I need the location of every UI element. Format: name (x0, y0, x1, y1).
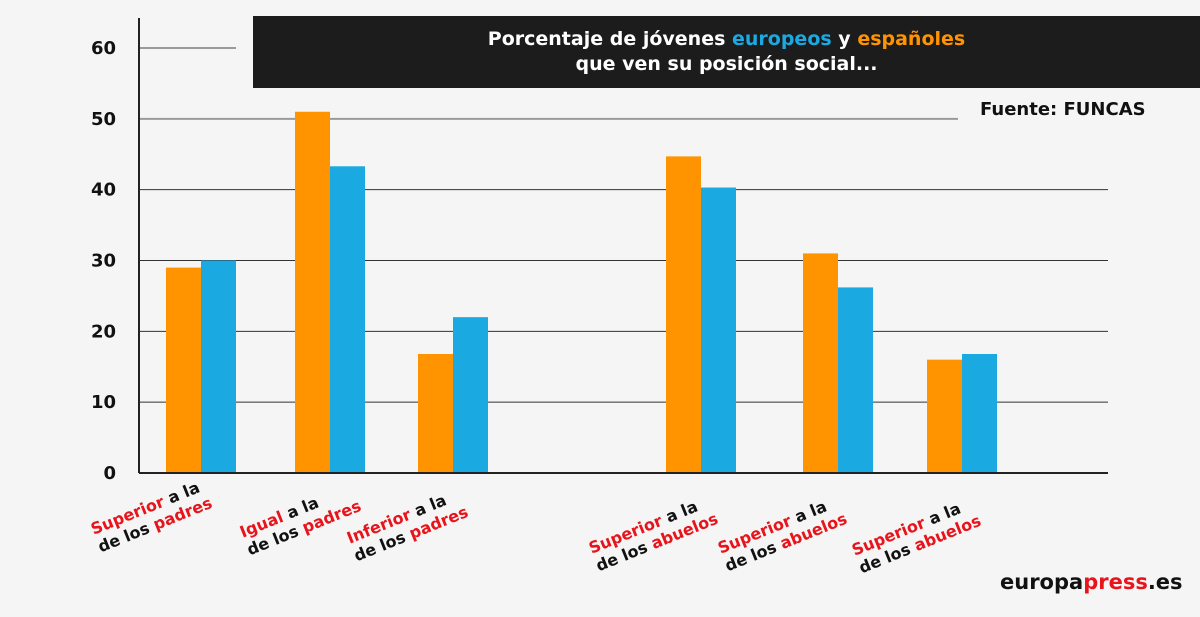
bar-espanoles-2 (295, 111, 330, 473)
bar-espanoles-4 (666, 156, 701, 473)
bar-europeos-2 (330, 166, 365, 473)
title-line-2: que ven su posición social... (575, 53, 878, 75)
source-label: Fuente: FUNCAS (980, 99, 1146, 120)
bar-europeos-5 (838, 287, 873, 473)
bar-europeos-3 (453, 317, 488, 473)
bar-europeos-6 (962, 354, 997, 473)
gridlines (139, 47, 1108, 403)
bar-europeos-1 (201, 260, 236, 473)
title-europeos: europeos (732, 28, 832, 50)
title-espanoles: españoles (857, 28, 966, 50)
y-tick-label: 20 (91, 321, 116, 342)
europapress-logo: europapress.es (1000, 570, 1183, 594)
y-tick-label: 10 (91, 392, 116, 413)
y-axis-ticks: 0 10 20 30 40 50 60 (91, 38, 116, 484)
bar-espanoles-5 (803, 253, 838, 473)
chart-title: Porcentaje de jóvenes europeos y español… (253, 16, 1200, 88)
bars (166, 111, 997, 473)
title-line-1: Porcentaje de jóvenes europeos y español… (487, 28, 966, 50)
y-tick-label: 30 (91, 251, 116, 272)
bar-europeos-4 (701, 187, 736, 473)
y-tick-label: 60 (91, 38, 116, 59)
bar-espanoles-6 (927, 359, 962, 473)
bar-espanoles-3 (418, 354, 453, 473)
bar-espanoles-1 (166, 267, 201, 473)
y-tick-label: 40 (91, 180, 116, 201)
y-tick-label: 50 (91, 109, 116, 130)
y-tick-label: 0 (103, 463, 116, 484)
